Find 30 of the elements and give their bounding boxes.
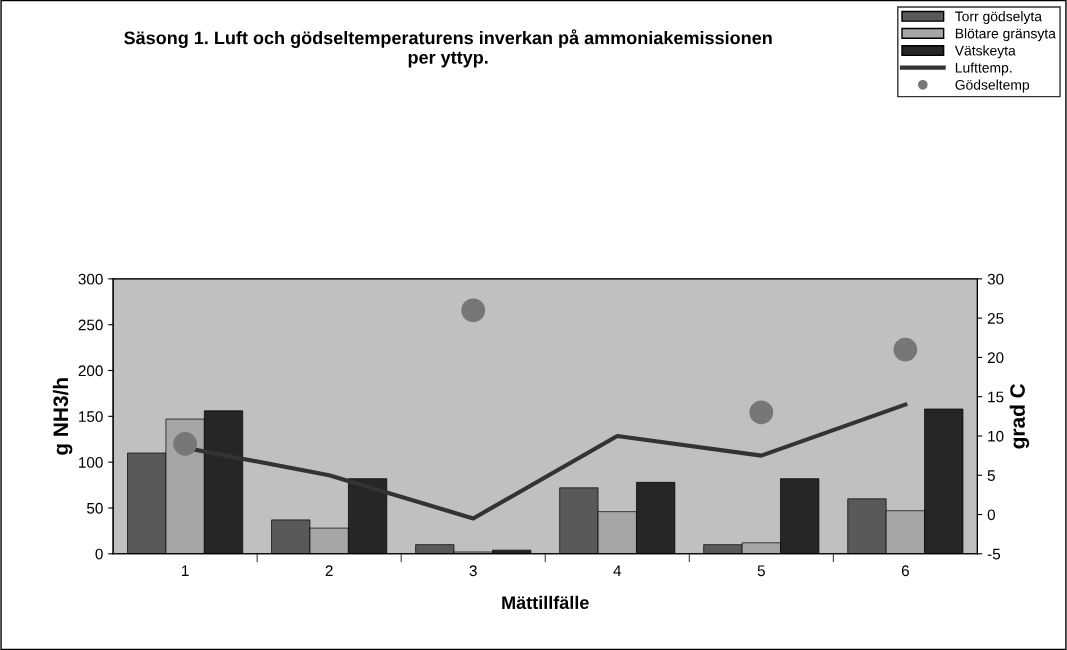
legend-label: Torr gödselyta bbox=[955, 11, 1042, 25]
legend-label: Gödseltemp bbox=[955, 79, 1030, 93]
y-axis-title: g NH3/h bbox=[52, 378, 73, 455]
x-axis-title: Mättillfälle bbox=[502, 595, 589, 610]
y-tick-label: 200 bbox=[78, 365, 103, 377]
legend-label: Blötare gränsyta bbox=[955, 28, 1056, 42]
y2-tick-label: 5 bbox=[987, 470, 995, 481]
y2-tick-label: 20 bbox=[987, 352, 1004, 364]
y2-axis-title: grad C bbox=[1009, 383, 1030, 449]
y2-tick-label: 30 bbox=[987, 273, 1004, 285]
y-tick-label: 250 bbox=[78, 319, 103, 331]
y-tick-label: 50 bbox=[87, 502, 103, 514]
x-tick-label: 5 bbox=[757, 565, 765, 577]
y-tick-label: 0 bbox=[95, 548, 103, 560]
x-tick-label: 3 bbox=[469, 565, 477, 577]
legend-label: Vätskeyta bbox=[954, 45, 1016, 59]
x-tick-label: 1 bbox=[182, 565, 189, 576]
x-tick-label: 2 bbox=[325, 565, 333, 576]
x-tick-label: 6 bbox=[901, 565, 909, 577]
y2-tick-label: 25 bbox=[987, 313, 1004, 324]
x-tick-label: 4 bbox=[613, 565, 622, 576]
y2-tick-label: 15 bbox=[988, 391, 1004, 403]
y-tick-label: 150 bbox=[79, 411, 103, 423]
chart-title: Säsong 1. Luft och gödseltemperaturens inverkan på ammoniakemissionen per yttyp. bbox=[124, 29, 772, 68]
y2-tick-label: 0 bbox=[987, 509, 995, 521]
y2-tick-label: -5 bbox=[987, 548, 1001, 560]
y-tick-label: 100 bbox=[79, 457, 103, 468]
y-tick-label: 300 bbox=[78, 273, 103, 285]
y2-tick-label: 10 bbox=[988, 430, 1004, 442]
legend-label: Lufttemp. bbox=[955, 62, 1012, 76]
